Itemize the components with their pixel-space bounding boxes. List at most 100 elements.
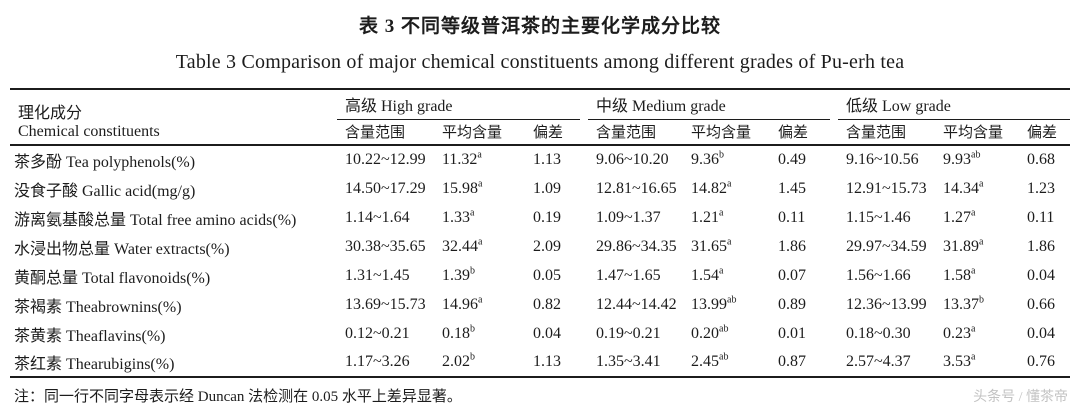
significance-letter: b: [470, 265, 475, 277]
dev-value: 1.86: [1027, 237, 1055, 255]
table-row: 水浸出物总量 Water extracts(%) 30.38~35.65 32.44…: [10, 232, 1070, 261]
dev-value: 1.86: [778, 237, 806, 255]
column-gap: [580, 261, 588, 290]
significance-letter: a: [470, 207, 475, 219]
constituent-label: 黄酮总量 Total flavonoids(%): [14, 269, 211, 287]
dev-value: 0.68: [1027, 151, 1055, 168]
significance-letter: a: [478, 294, 483, 306]
sub-header-row: 含量范围 平均含量 偏差 含量范围 平均含量 偏差 含量范围 平均含量 偏差: [10, 119, 1070, 146]
dev-value: 0.05: [533, 266, 561, 284]
range-value: 12.91~15.73: [846, 179, 927, 197]
range-value: 1.31~1.45: [345, 266, 410, 284]
constituent-label: 茶红素 Thearubigins(%): [10, 348, 337, 378]
significance-letter: b: [470, 323, 475, 335]
range-value: 29.97~34.59: [846, 237, 927, 255]
dev-value: 1.23: [1027, 179, 1055, 197]
mean-value: 15.98a: [442, 178, 483, 197]
constituent-label: 茶黄素 Theaflavins(%): [14, 327, 166, 345]
range-value: 1.35~3.41: [588, 348, 683, 378]
column-gap: [830, 203, 838, 232]
column-gap: [580, 348, 588, 378]
range-value: 1.17~3.26: [337, 348, 434, 378]
mean-value: 9.36b: [691, 149, 724, 168]
table-title-en: Table 3 Comparison of major chemical con…: [175, 51, 905, 73]
table-body: 茶多酚 Tea polyphenols(%) 10.22~12.99 11.32a 1…: [10, 145, 1070, 378]
column-gap: [830, 174, 838, 203]
range-value: 0.18~0.30: [846, 324, 911, 342]
table-head: 理化成分 Chemical constituents 高级 High grade…: [10, 88, 1070, 146]
range-value: 1.15~1.46: [846, 208, 911, 226]
col-group-medium-grade: 中级 Medium grade: [588, 88, 830, 120]
dev-value: 0.11: [778, 208, 806, 226]
significance-letter: a: [478, 236, 483, 248]
constituent-label: 没食子酸 Gallic acid(mg/g): [14, 182, 196, 200]
significance-letter: a: [719, 207, 724, 219]
significance-letter: b: [979, 294, 984, 306]
mean-value: 32.44a: [442, 236, 483, 255]
mean-value: 14.34a: [943, 178, 984, 197]
constituent-label: 游离氨基酸总量 Total free amino acids(%): [14, 211, 297, 229]
mean-value: 14.82a: [691, 178, 732, 197]
col-group-high-grade: 高级 High grade: [337, 88, 580, 120]
mean-value: 31.65a: [691, 236, 732, 255]
watermark: 头条号 / 懂茶帝: [973, 390, 1068, 405]
significance-letter: a: [478, 178, 483, 190]
column-gap: [830, 290, 838, 319]
significance-letter: b: [470, 351, 475, 363]
column-gap: [580, 232, 588, 261]
range-value: 14.50~17.29: [345, 179, 426, 197]
col-header-constituents-en: Chemical constituents: [18, 122, 160, 140]
dev-value: 2.09: [533, 237, 561, 255]
column-gap: [580, 174, 588, 203]
column-gap: [830, 261, 838, 290]
range-value: 13.69~15.73: [345, 295, 426, 313]
dev-value: 0.11: [1027, 208, 1055, 226]
column-gap: [580, 203, 588, 232]
significance-letter: b: [719, 149, 724, 161]
significance-letter: ab: [719, 351, 729, 363]
column-gap: [830, 348, 838, 378]
table-row: 游离氨基酸总量 Total free amino acids(%) 1.14~1.…: [10, 203, 1070, 232]
dev-value: 1.13: [525, 348, 580, 378]
significance-letter: ab: [727, 294, 737, 306]
range-value: 29.86~34.35: [596, 237, 677, 255]
dev-value: 0.19: [533, 208, 561, 226]
col-header-constituents: 理化成分 Chemical constituents: [10, 88, 337, 146]
mean-value: 1.58a: [943, 265, 976, 284]
significance-letter: a: [979, 178, 984, 190]
dev-value: 1.45: [778, 179, 806, 197]
col-header-constituents-zh: 理化成分: [18, 104, 83, 122]
col-header-dev: 偏差: [1019, 119, 1070, 146]
significance-letter: ab: [971, 149, 981, 161]
dev-value: 0.49: [778, 151, 806, 168]
table-row: 黄酮总量 Total flavonoids(%) 1.31~1.45 1.39b 0.…: [10, 261, 1070, 290]
mean-value: 1.39b: [442, 265, 475, 284]
significance-letter: a: [971, 207, 976, 219]
dev-value: 1.09: [533, 179, 561, 197]
mean-value: 11.32a: [442, 149, 482, 168]
col-header-mean: 平均含量: [434, 119, 525, 146]
mean-value: 13.37b: [943, 294, 984, 313]
mean-value: 1.33a: [442, 207, 475, 226]
table-row: 茶褐素 Theabrownins(%) 13.69~15.73 14.96a 0.82…: [10, 290, 1070, 319]
constituent-label: 茶褐素 Theabrownins(%): [14, 298, 182, 316]
col-header-mean: 平均含量: [683, 119, 770, 146]
table-row: 茶黄素 Theaflavins(%) 0.12~0.21 0.18b 0.04 0.19…: [10, 319, 1070, 348]
range-value: 1.47~1.65: [596, 266, 661, 284]
range-value: 1.09~1.37: [596, 208, 661, 226]
range-value: 10.22~12.99: [345, 151, 426, 168]
range-value: 1.56~1.66: [846, 266, 911, 284]
column-gap: [580, 319, 588, 348]
dev-value: 0.01: [778, 324, 806, 342]
mean-value: 1.21a: [691, 207, 724, 226]
col-header-range: 含量范围: [337, 119, 434, 146]
column-gap: [580, 88, 588, 146]
significance-letter: ab: [719, 323, 729, 335]
dev-value: 0.04: [1027, 266, 1055, 284]
mean-value: 1.27a: [943, 207, 976, 226]
mean-value: 1.54a: [691, 265, 724, 284]
significance-letter: a: [971, 323, 976, 335]
column-gap: [830, 319, 838, 348]
constituent-label: 水浸出物总量 Water extracts(%): [14, 240, 230, 258]
